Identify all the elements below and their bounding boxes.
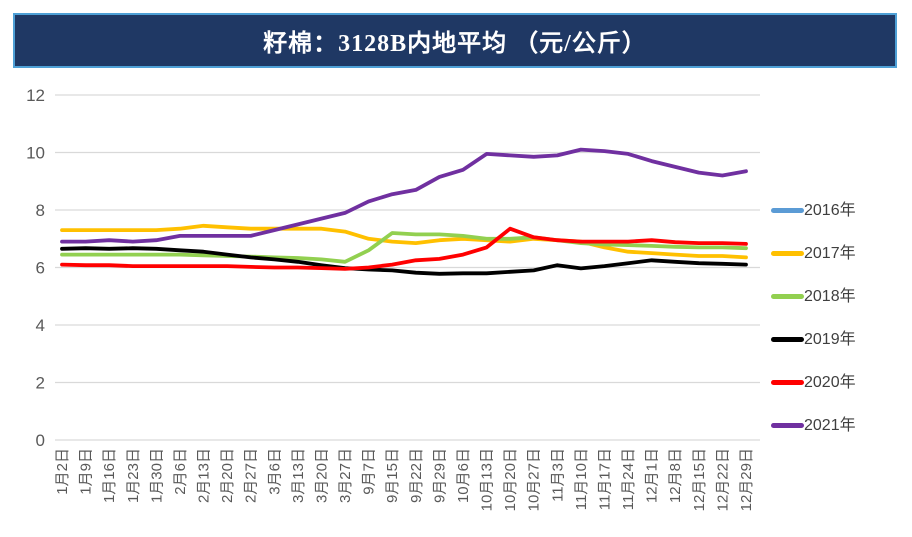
x-axis-tick-label: 1月2日 <box>54 448 71 495</box>
x-axis-tick-label: 1月30日 <box>148 448 165 503</box>
x-axis-tick-label: 3月6日 <box>266 448 283 495</box>
x-axis-tick-label: 10月27日 <box>526 448 543 511</box>
x-axis-tick-label: 10月13日 <box>479 448 496 511</box>
legend-item-2017年: 2017年 <box>771 241 901 266</box>
legend-item-2016年: 2016年 <box>771 198 901 223</box>
x-axis-tick-label: 11月17日 <box>596 448 613 510</box>
x-axis-tick-label: 12月15日 <box>691 448 708 511</box>
legend-swatch-icon <box>771 251 804 256</box>
legend-swatch-icon <box>771 208 804 213</box>
y-axis-tick-label: 12 <box>26 86 45 105</box>
x-axis-tick-label: 9月7日 <box>361 448 378 495</box>
x-axis-tick-label: 12月1日 <box>644 448 661 503</box>
series-line-2020年 <box>60 226 748 271</box>
legend-swatch-icon <box>771 380 804 385</box>
x-axis-tick-label: 12月29日 <box>738 448 755 511</box>
x-axis-tick-label: 11月3日 <box>549 448 566 502</box>
legend-swatch-icon <box>771 337 804 342</box>
legend-item-2021年: 2021年 <box>771 413 901 438</box>
x-axis-tick-label: 9月15日 <box>384 448 401 503</box>
x-axis-tick-label: 9月29日 <box>431 448 448 503</box>
y-axis-tick-label: 8 <box>36 201 45 220</box>
x-axis-tick-label: 3月27日 <box>337 448 354 503</box>
legend-item-2020年: 2020年 <box>771 370 901 395</box>
x-axis-tick-label: 2月13日 <box>196 448 213 503</box>
x-axis-tick-label: 1月9日 <box>78 448 95 495</box>
legend-label: 2020年 <box>804 373 856 391</box>
chart-title-bar: 籽棉：3128B内地平均 （元/公斤） <box>13 13 897 68</box>
legend-label: 2018年 <box>804 287 856 305</box>
y-axis-tick-label: 0 <box>36 431 45 450</box>
x-axis-tick-label: 3月20日 <box>313 448 330 503</box>
y-axis-tick-label: 10 <box>26 144 45 163</box>
x-axis-tick-label: 11月24日 <box>620 448 637 510</box>
y-axis-tick-label: 2 <box>36 374 45 393</box>
legend-label: 2016年 <box>804 201 856 219</box>
legend-item-2019年: 2019年 <box>771 327 901 352</box>
x-axis-tick-label: 12月8日 <box>667 448 684 503</box>
y-axis-tick-label: 4 <box>36 316 45 335</box>
legend-item-2018年: 2018年 <box>771 284 901 309</box>
x-axis-tick-label: 1月16日 <box>101 448 118 503</box>
legend: 2016年 2017年 2018年 2019年 2020年 2021年 <box>771 198 901 438</box>
legend-label: 2021年 <box>804 416 856 434</box>
x-axis-tick-label: 2月20日 <box>219 448 236 503</box>
series-line-2019年 <box>60 246 748 276</box>
x-axis-tick-label: 10月20日 <box>502 448 519 511</box>
x-axis-tick-label: 1月23日 <box>125 448 142 503</box>
series-line-2021年 <box>60 147 748 244</box>
legend-label: 2019年 <box>804 330 856 348</box>
legend-swatch-icon <box>771 423 804 428</box>
x-axis-tick-label: 11月10日 <box>573 448 590 510</box>
series-line-2017年 <box>60 223 748 260</box>
y-axis-tick-label: 6 <box>36 259 45 278</box>
x-axis-tick-label: 9月22日 <box>408 448 425 503</box>
x-axis-tick-label: 3月13日 <box>290 448 307 503</box>
series-line-2018年 <box>60 231 748 264</box>
legend-swatch-icon <box>771 294 804 299</box>
chart-title: 籽棉：3128B内地平均 （元/公斤） <box>263 31 647 57</box>
x-axis-tick-label: 12月22日 <box>714 448 731 511</box>
legend-label: 2017年 <box>804 244 856 262</box>
x-axis-tick-label: 10月6日 <box>455 448 472 503</box>
x-axis-tick-label: 2月6日 <box>172 448 189 495</box>
x-axis-tick-label: 2月27日 <box>243 448 260 503</box>
